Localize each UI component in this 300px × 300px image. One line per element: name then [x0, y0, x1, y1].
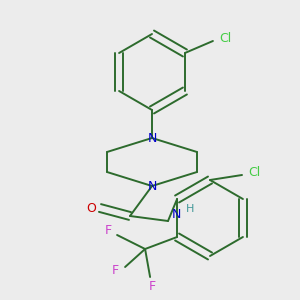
Text: O: O	[86, 202, 96, 214]
Text: H: H	[186, 204, 194, 214]
Text: F: F	[112, 265, 119, 278]
Text: N: N	[171, 208, 181, 220]
Text: N: N	[147, 179, 157, 193]
Text: N: N	[147, 131, 157, 145]
Text: Cl: Cl	[219, 32, 231, 46]
Text: F: F	[148, 280, 156, 293]
Text: Cl: Cl	[248, 167, 260, 179]
Text: F: F	[104, 224, 112, 238]
